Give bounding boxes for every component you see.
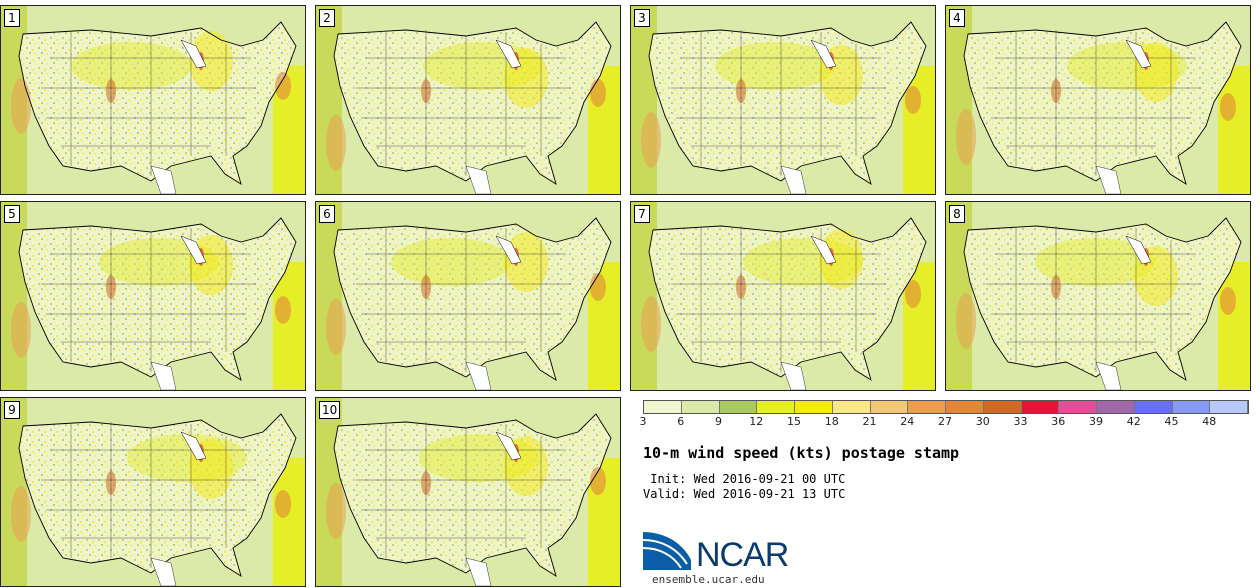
wind-speed-map [631,202,935,390]
color-scale-tick-label: 27 [938,415,952,428]
ensemble-member-panel: 1 [0,5,306,195]
color-scale-tick-label: 39 [1089,415,1103,428]
color-scale-segment [681,401,720,413]
color-scale-segment [908,401,946,413]
color-scale-segment [644,401,682,413]
color-scale-tick-label: 3 [639,415,647,428]
color-scale-segment [757,401,795,413]
wind-speed-map [946,202,1250,390]
color-scale-segment [795,401,833,413]
color-scale-tick-label: 21 [862,415,877,428]
member-number-label: 5 [4,205,20,223]
ensemble-url: ensemble.ucar.edu [652,573,765,586]
color-scale-tick-label: 6 [677,415,685,428]
plot-title: 10-m wind speed (kts) postage stamp [643,444,960,462]
member-number-label: 8 [949,205,965,223]
member-number-label: 4 [949,9,965,27]
color-scale-tick-label: 33 [1013,415,1028,428]
color-scale-segment [946,401,984,413]
member-number-label: 2 [319,9,335,27]
wind-speed-map [1,202,305,390]
color-scale-segment [1021,401,1060,413]
init-time: Init: Wed 2016-09-21 00 UTC [643,472,846,486]
ensemble-member-panel: 8 [945,201,1251,391]
ensemble-member-panel: 7 [630,201,936,391]
color-scale-segment [1172,401,1211,413]
member-number-label: 7 [634,205,650,223]
color-scale-tick-label: 24 [900,415,915,428]
ncar-logo-icon [642,532,691,570]
ensemble-member-panel: 5 [0,201,306,391]
member-number-label: 3 [634,9,650,27]
color-scale-segment [1059,401,1097,413]
color-scale-segment [983,401,1022,413]
wind-speed-map [631,6,935,194]
color-scale-tick-label: 36 [1051,415,1066,428]
ensemble-member-panel: 2 [315,5,621,195]
color-scale-tick-label: 42 [1126,415,1141,428]
color-scale-ticks: 3 6 9 12 15 18 21 24 27 30 33 36 39 42 45 48 [639,415,1249,429]
color-scale-segment [832,401,871,413]
color-scale-segment [870,401,909,413]
wind-speed-map [316,398,620,586]
wind-speed-map [316,202,620,390]
color-scale-segment [1097,401,1135,413]
color-scale-tick-label: 45 [1164,415,1179,428]
color-scale-tick-label: 48 [1202,415,1217,428]
member-number-label: 9 [4,401,20,419]
wind-speed-map [946,6,1250,194]
member-number-label: 1 [4,9,20,27]
ensemble-member-panel: 3 [630,5,936,195]
color-scale-segment [719,401,758,413]
member-number-label: 10 [319,401,341,419]
ensemble-member-panel: 9 [0,397,306,587]
wind-speed-map [1,6,305,194]
ensemble-member-panel: 4 [945,5,1251,195]
valid-time: Valid: Wed 2016-09-21 13 UTC [643,487,846,501]
color-scale-tick-label: 9 [715,415,722,428]
color-scale-tick-label: 12 [749,415,764,428]
color-scale-segment [1210,401,1248,413]
member-number-label: 6 [319,205,335,223]
color-scale-tick-label: 15 [787,415,801,428]
ncar-logo-text: NCAR [696,536,789,574]
color-scale-bar [643,400,1249,414]
wind-speed-map [316,6,620,194]
color-scale-segment [1134,401,1173,413]
ensemble-member-panel: 6 [315,201,621,391]
wind-speed-map [1,398,305,586]
color-scale-tick-label: 30 [975,415,990,428]
color-scale-tick-label: 18 [824,415,839,428]
ensemble-member-panel: 10 [315,397,621,587]
